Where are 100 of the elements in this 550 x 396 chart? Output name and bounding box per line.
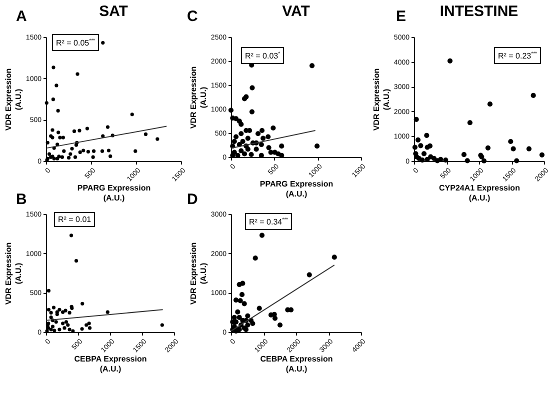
point: [240, 138, 246, 144]
point: [233, 298, 239, 303]
text: B: [16, 191, 27, 208]
point: [272, 316, 278, 321]
text: E: [396, 8, 406, 25]
y-axis-title: VDR Expression (A.U.): [4, 242, 23, 305]
point: [56, 130, 60, 134]
point: [80, 302, 84, 306]
point: [61, 322, 65, 326]
point: [62, 149, 66, 153]
point: [55, 312, 59, 316]
point: [424, 132, 430, 138]
point: [248, 152, 254, 158]
point: [73, 155, 78, 159]
point: [160, 323, 164, 327]
point: [56, 108, 60, 113]
point: [421, 151, 427, 156]
point: [58, 328, 62, 332]
point: [277, 322, 283, 328]
point: [130, 112, 134, 116]
point: [76, 72, 80, 76]
point: [68, 310, 72, 315]
annotation: R² = 0.34$^{***}$: [245, 213, 292, 230]
point: [418, 143, 424, 148]
point: [238, 148, 244, 154]
point: [485, 145, 491, 150]
point: [101, 40, 105, 45]
chart-title: INTESTINE: [440, 3, 518, 20]
point: [245, 313, 250, 318]
point: [245, 136, 250, 141]
point: [268, 150, 274, 155]
point: [46, 288, 50, 292]
y-axis-title: VDR Expression (A.U.): [188, 242, 208, 305]
point: [245, 322, 250, 328]
point: [47, 152, 52, 156]
point: [461, 152, 467, 158]
annotation: R² = 0.05$^{***}$: [52, 34, 99, 51]
point: [464, 158, 470, 164]
point: [233, 134, 239, 140]
point: [424, 144, 430, 150]
point: [78, 150, 82, 154]
point: [72, 129, 76, 134]
point: [61, 310, 65, 314]
point: [84, 323, 88, 327]
annotation: R² = 0.03$^{*}$: [241, 47, 284, 64]
point: [68, 152, 72, 156]
point: [487, 102, 493, 107]
point: [249, 109, 255, 114]
point: [58, 308, 62, 312]
point: [58, 136, 62, 140]
point: [86, 150, 90, 154]
annotation: R² = 0.01: [54, 212, 96, 227]
point: [66, 323, 70, 327]
x-axis-title: CEBPA Expression (A.U.): [260, 354, 333, 374]
point: [57, 154, 61, 158]
text: D: [187, 191, 198, 208]
point: [52, 328, 56, 332]
y-axis-title: VDR Expression (A.U.): [188, 66, 208, 129]
point: [106, 125, 110, 129]
point: [134, 149, 138, 153]
point: [235, 309, 240, 314]
point: [92, 149, 96, 153]
point: [238, 131, 244, 136]
point: [279, 144, 284, 149]
point: [106, 310, 110, 314]
point: [85, 126, 90, 130]
x-axis-title: PPARG Expression (A.U.): [260, 179, 334, 198]
point: [434, 158, 440, 164]
y-axis-title: VDR Expression (A.U.): [372, 68, 391, 131]
point: [259, 232, 265, 238]
point: [46, 140, 50, 144]
point: [69, 234, 74, 238]
point: [46, 326, 50, 330]
point: [259, 128, 265, 134]
chart-title: SAT: [99, 3, 128, 20]
annotation: R² = 0.23$^{***}$: [494, 47, 541, 64]
point: [510, 146, 516, 152]
point: [66, 156, 71, 160]
point: [266, 134, 271, 140]
point: [108, 154, 112, 158]
point: [50, 324, 55, 328]
point: [106, 148, 111, 152]
point: [260, 136, 266, 141]
point: [91, 155, 95, 159]
x-axis-title: CYP24A1 Expression (A.U.): [439, 183, 520, 202]
point: [64, 308, 68, 312]
point: [309, 63, 315, 68]
point: [240, 280, 246, 286]
point: [68, 328, 72, 332]
point: [52, 66, 56, 70]
point: [238, 122, 244, 127]
point: [70, 146, 74, 150]
point: [54, 320, 58, 324]
point: [51, 98, 56, 102]
point: [88, 326, 92, 330]
point: [270, 125, 276, 131]
point: [481, 158, 487, 164]
text: C: [187, 8, 198, 25]
x-axis-title: PPARG Expression (A.U.): [77, 183, 151, 202]
point: [242, 151, 248, 156]
